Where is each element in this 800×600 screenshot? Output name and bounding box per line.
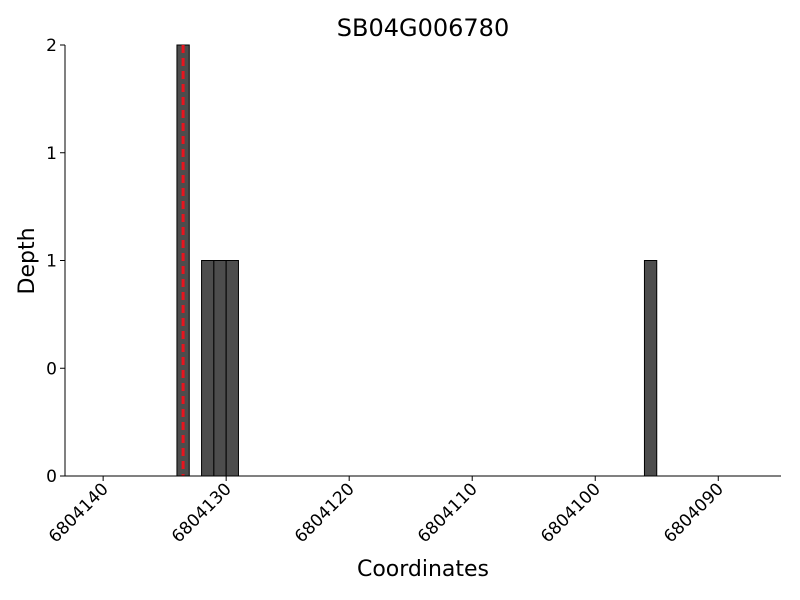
x-tick-label: 6804140 xyxy=(45,479,113,547)
x-tick-label: 6804090 xyxy=(660,479,728,547)
bar xyxy=(201,260,215,477)
x-tick-label: 6804100 xyxy=(537,479,605,547)
x-tick-label: 6804110 xyxy=(414,479,482,547)
y-tick-label: 0 xyxy=(46,467,57,487)
x-tick-label: 6804130 xyxy=(168,479,236,547)
y-tick-label: 1 xyxy=(46,144,57,164)
chart-title: SB04G006780 xyxy=(337,14,509,42)
bar xyxy=(213,260,227,477)
x-axis-label: Coordinates xyxy=(357,557,489,582)
bar xyxy=(225,260,239,477)
bar xyxy=(643,260,658,477)
y-tick-label: 2 xyxy=(46,36,57,56)
y-axis-label: Depth xyxy=(15,227,40,294)
y-tick-label: 1 xyxy=(46,252,57,272)
x-tick-label: 6804120 xyxy=(291,479,359,547)
y-tick-label: 0 xyxy=(46,359,57,379)
